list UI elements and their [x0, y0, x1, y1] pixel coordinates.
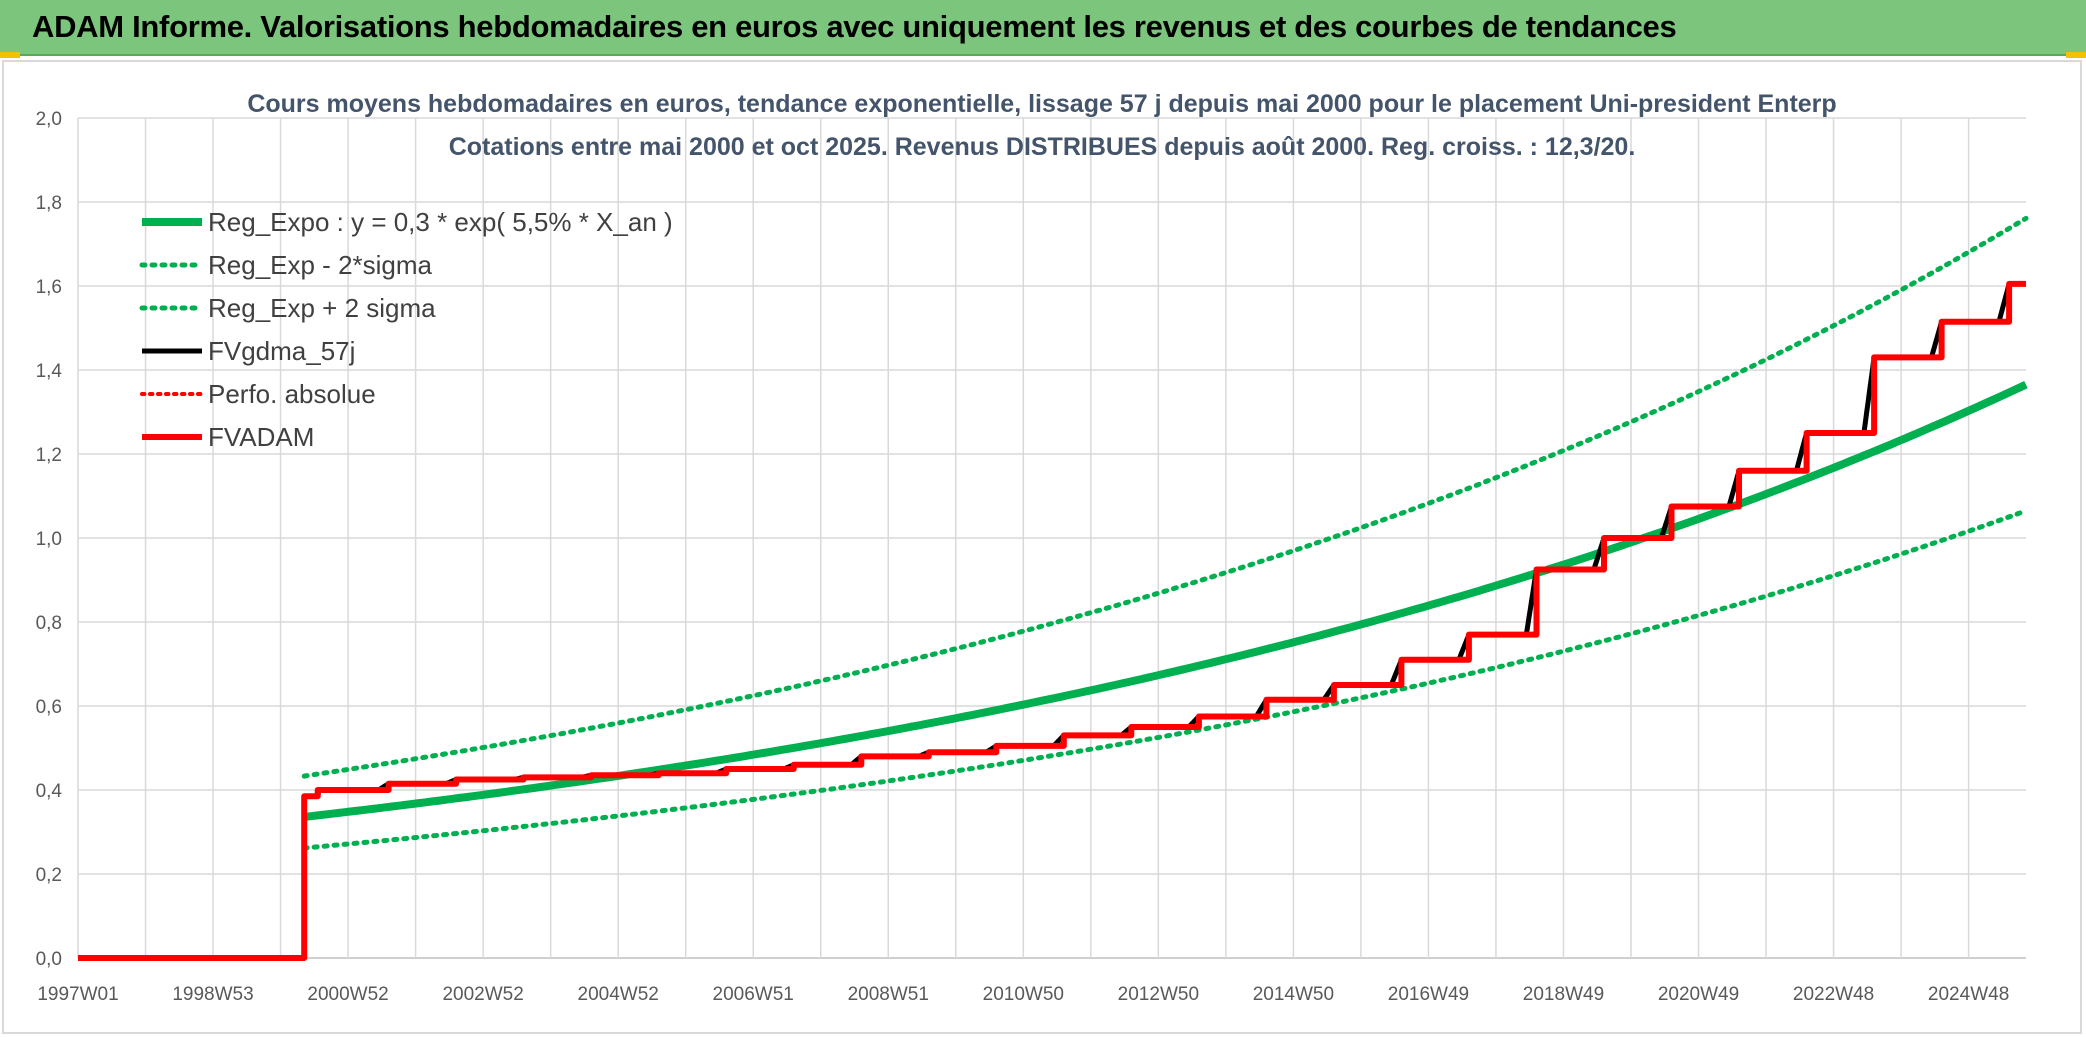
- legend-label: FVgdma_57j: [208, 336, 355, 366]
- x-tick-label: 2020W49: [1658, 984, 1739, 1005]
- chart-subtitle: Cotations entre mai 2000 et oct 2025. Re…: [449, 133, 1636, 161]
- legend-label: Reg_Expo : y = 0,3 * exp( 5,5% * X_an ): [208, 207, 673, 237]
- x-tick-label: 2008W51: [848, 984, 929, 1005]
- corner-marker-left: [0, 52, 20, 58]
- series-line-smooth: [303, 281, 2028, 799]
- y-tick-label: 0,6: [36, 697, 62, 718]
- y-tick-label: 1,4: [36, 361, 63, 382]
- x-tick-label: 1998W53: [172, 984, 253, 1005]
- chart-frame: [2, 60, 2082, 1034]
- legend-label: FVADAM: [208, 422, 314, 452]
- chart-grid: [77, 117, 2026, 959]
- legend-label: Reg_Exp + 2 sigma: [208, 293, 436, 323]
- chart-title: Cours moyens hebdomadaires en euros, ten…: [247, 90, 1836, 118]
- legend-label: Perfo. absolue: [208, 379, 376, 409]
- y-axis: 0,0 0,2 0,4 0,6 0,8 1,0 1,2 1,4 1,6 1,8 2,0: [36, 109, 63, 970]
- x-tick-label: 1997W01: [37, 984, 118, 1005]
- corner-marker-right: [2066, 52, 2086, 58]
- series-line-reg-high: [301, 215, 2029, 779]
- x-tick-label: 2022W48: [1793, 984, 1874, 1005]
- x-tick-label: 2004W52: [578, 984, 659, 1005]
- x-tick-label: 2014W50: [1253, 984, 1334, 1005]
- y-tick-label: 1,6: [36, 277, 62, 298]
- x-tick-label: 2010W50: [983, 984, 1064, 1005]
- y-tick-label: 0,0: [36, 949, 62, 970]
- x-tick-label: 2018W49: [1523, 984, 1604, 1005]
- y-tick-label: 2,0: [36, 109, 62, 130]
- report-title: ADAM Informe. Valorisations hebdomadaire…: [32, 9, 1677, 44]
- y-tick-label: 0,8: [36, 613, 62, 634]
- x-axis: 1997W01 1998W53 2000W52 2002W52 2004W52 2006W…: [37, 984, 2009, 1005]
- x-tick-label: 2016W49: [1388, 984, 1469, 1005]
- chart-series: [78, 215, 2029, 961]
- y-tick-label: 1,2: [36, 445, 62, 466]
- y-tick-label: 1,0: [36, 529, 62, 550]
- y-tick-label: 0,2: [36, 865, 62, 886]
- y-tick-label: 1,8: [36, 193, 62, 214]
- series-line-reg-low: [301, 508, 2029, 851]
- y-tick-label: 0,4: [36, 781, 63, 802]
- legend-label: Reg_Exp - 2*sigma: [208, 250, 433, 280]
- x-tick-label: 2000W52: [307, 984, 388, 1005]
- chart-legend: Reg_Expo : y = 0,3 * exp( 5,5% * X_an ) R…: [139, 207, 673, 452]
- report-banner: ADAM Informe. Valorisations hebdomadaire…: [0, 0, 2086, 56]
- series-line-reg: [303, 380, 2028, 821]
- x-tick-label: 2024W48: [1928, 984, 2009, 1005]
- series-line-step: [78, 280, 2026, 961]
- x-tick-label: 2012W50: [1118, 984, 1199, 1005]
- x-tick-label: 2002W52: [442, 984, 523, 1005]
- x-tick-label: 2006W51: [713, 984, 794, 1005]
